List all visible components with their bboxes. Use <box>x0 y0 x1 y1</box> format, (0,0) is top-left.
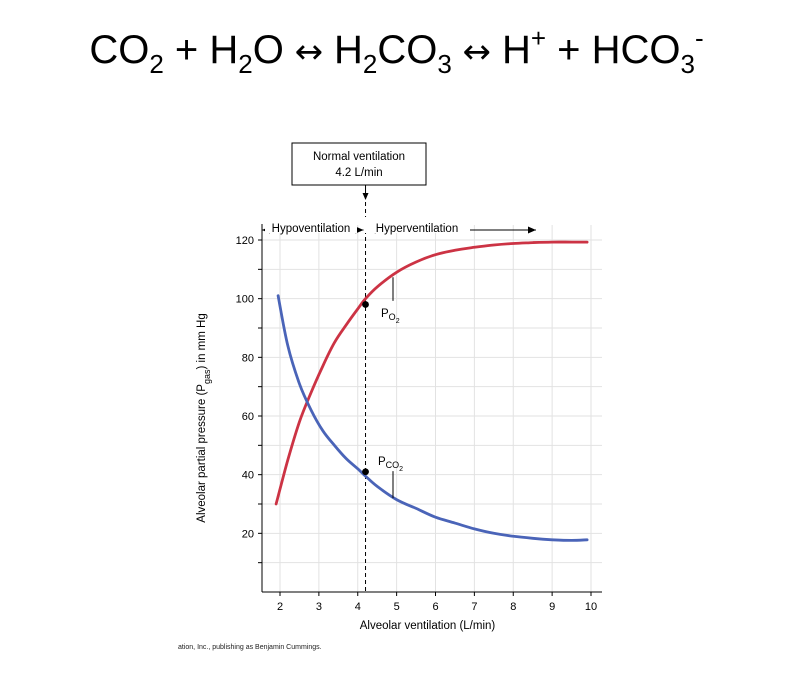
x-tick-label: 6 <box>432 601 438 613</box>
hypoventilation-label: Hypoventilation <box>272 223 351 235</box>
hco3-term: HCO3- <box>591 23 704 79</box>
plus-sign-2: + <box>546 28 592 72</box>
x-tick-label: 2 <box>277 601 283 613</box>
data-point-pco2 <box>362 468 369 476</box>
pco2-label: PCO2 <box>378 456 403 473</box>
x-tick-label: 10 <box>585 601 597 613</box>
normal-ventilation-value: 4.2 L/min <box>335 167 382 179</box>
chemical-equation: CO2 + H2O ↔ H2CO3 ↔ H+ + HCO3- <box>0 8 793 94</box>
equilibrium-arrow-2: ↔ <box>451 32 502 72</box>
hypo-label-bg <box>265 217 357 233</box>
x-tick-label: 8 <box>510 601 516 613</box>
x-axis-label: Alveolar ventilation (L/min) <box>360 620 496 632</box>
hplus-term: H+ <box>501 23 547 72</box>
y-tick-label: 120 <box>236 235 254 247</box>
series-line-pco2 <box>276 294 589 542</box>
credit-text: ation, Inc., publishing as Benjamin Cumm… <box>178 644 322 651</box>
hyperventilation-arrowhead-right <box>528 226 536 234</box>
series-line-po2 <box>274 240 589 506</box>
plus-sign: + <box>163 28 210 72</box>
x-tick-label: 7 <box>471 601 477 613</box>
h2o-term: H2O <box>209 28 284 79</box>
y-tick-label: 80 <box>242 352 254 364</box>
hyperventilation-label: Hyperventilation <box>376 223 458 235</box>
normal-ventilation-label: Normal ventilation <box>313 151 405 163</box>
x-tick-label: 3 <box>316 601 322 613</box>
equilibrium-arrow: ↔ <box>283 32 334 72</box>
hypoventilation-arrowhead-right <box>355 226 364 234</box>
h2co3-term: H2CO3 <box>334 28 452 79</box>
y-tick-label: 100 <box>236 294 254 306</box>
y-tick-label: 60 <box>242 411 254 423</box>
y-axis-label: Alveolar partial pressure (Pgas) in mm H… <box>196 313 212 522</box>
x-tick-label: 5 <box>394 601 400 613</box>
y-tick-label: 20 <box>242 528 254 540</box>
x-tick-label: 4 <box>355 601 361 613</box>
normal-ventilation-box <box>291 142 427 186</box>
hyper-label-bg <box>364 217 470 233</box>
data-point-po2 <box>362 301 369 308</box>
po2-label: PO2 <box>381 308 400 325</box>
box-pointer-arrow <box>362 193 369 200</box>
y-tick-label: 40 <box>242 470 254 482</box>
co2-term: CO2 <box>89 28 164 79</box>
x-tick-label: 9 <box>549 601 555 613</box>
